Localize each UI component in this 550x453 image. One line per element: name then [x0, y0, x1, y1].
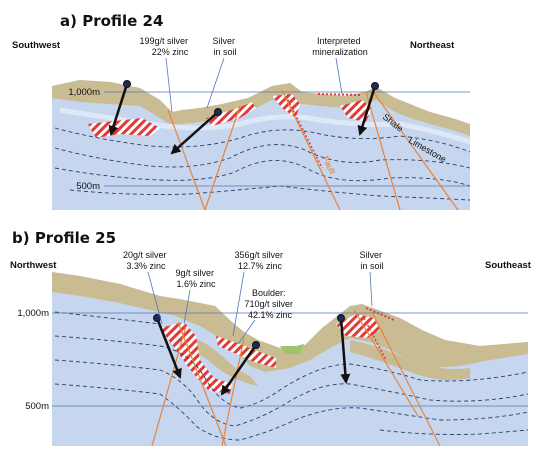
profile-25-drill-holes — [153, 314, 351, 396]
profile-24-drill-holes — [108, 80, 379, 155]
profile-24-annotation-silver-soil: Silver in soil — [212, 36, 237, 57]
profile-25-elevation-500m: 500m — [25, 401, 49, 412]
profile-25-mineralization-center — [216, 336, 276, 368]
profile-25-leader-9g — [183, 289, 191, 325]
profile-25-leader-silver-soil — [369, 271, 373, 307]
profile-25-faults — [151, 309, 441, 447]
profile-25-annotation-9g: 9g/t silver 1.6% zinc — [175, 268, 216, 289]
profile-25-shale-band — [52, 272, 528, 372]
profile-25-mineralization-right — [336, 314, 380, 338]
profile-24-mineralization-right — [340, 100, 372, 122]
profile-24: a) Profile 24 1,000m 500m — [12, 12, 471, 211]
profile-25-annotation-boulder: Boulder: 710g/t silver 42.1% zinc — [244, 288, 295, 320]
profile-25-annotation-356g: 356g/t silver 12.7% zinc — [234, 250, 285, 271]
profile-25-leader-boulder — [237, 319, 256, 345]
profile-25: b) Profile 25 1,000m 500m — [10, 229, 532, 447]
profile-24-annotation-mineralization: Interpreted mineralization — [312, 36, 368, 57]
profile-24-fault-trace-dotted — [285, 95, 323, 169]
profile-25-annotation-20g: 20g/t silver 3.3% zinc — [123, 250, 169, 271]
profile-25-leader-20g — [147, 271, 163, 325]
profile-24-leader-mineralization — [335, 57, 343, 95]
profile-24-elevation-500m: 500m — [76, 181, 100, 192]
profile-24-annotation-199g: 199g/t silver 22% zinc — [139, 36, 190, 57]
profile-25-shale-right-band — [350, 340, 470, 380]
profile-25-elevation-1000m: 1,000m — [17, 308, 49, 319]
profile-24-leader-199g — [165, 57, 173, 113]
profile-24-mineralization-left — [88, 118, 160, 138]
profile-25-title: b) Profile 25 — [12, 229, 116, 247]
profile-24-northeast-label: Northeast — [410, 40, 455, 51]
profile-25-soil-anomaly — [280, 344, 304, 354]
profile-24-shale-band — [52, 80, 470, 136]
profile-24-southwest-label: Southwest — [12, 40, 61, 51]
profile-24-elevation-1000m: 1,000m — [68, 87, 100, 98]
profile-25-annotation-silver-soil: Silver in soil — [359, 250, 384, 271]
profile-25-mineralization-surface — [365, 307, 395, 321]
profile-25-mineralization-left — [160, 322, 232, 394]
profile-25-southeast-label: Southeast — [485, 260, 532, 271]
profile-24-leader-silver-soil — [206, 57, 225, 109]
profile-24-faults — [167, 89, 459, 211]
profile-25-bedding-lines — [54, 311, 529, 441]
profile-24-mineralization-center — [206, 102, 256, 126]
profile-25-northwest-label: Northwest — [10, 260, 57, 271]
profile-25-leader-356g — [232, 271, 245, 337]
profile-24-mineralization-surface — [317, 93, 361, 96]
profile-24-title: a) Profile 24 — [60, 12, 163, 30]
